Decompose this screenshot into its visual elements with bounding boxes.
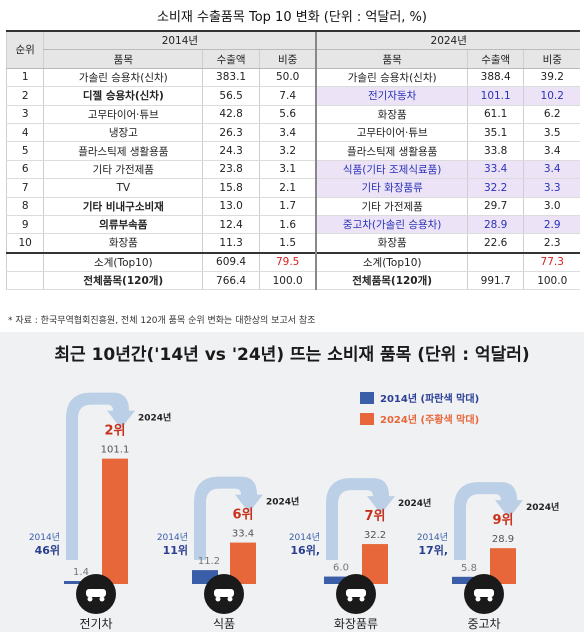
category-label: 전기차 <box>79 617 112 631</box>
year-label-2024: 2024년 <box>266 496 299 508</box>
legend-label-2014: 2014년 (파란색 막대) <box>380 394 480 405</box>
value-label-2014: 1.4 <box>73 567 89 578</box>
subtotal-row: 소계(Top10) 609.4 79.5 소계(Top10) 77.3 <box>5 251 580 273</box>
bar-chart: 1.4101.12위2024년2014년46위전기차11.233.46위2024… <box>29 392 559 631</box>
year-label-2024: 2024년 <box>398 497 431 509</box>
year-label-2024: 2024년 <box>526 501 559 513</box>
bar-2014 <box>452 576 478 584</box>
chart-panel: 최근 10년간('14년 vs '24년) 뜨는 소비재 품목 (단위 : 억달… <box>0 332 584 632</box>
icon-glyph <box>347 596 353 602</box>
table-row: 9 의류부속품 12.4 1.6 중고차(가솔린 승용차) 28.9 2.9 <box>5 215 580 235</box>
icon-glyph <box>214 589 234 597</box>
rank-label-2024: 7위 <box>364 509 385 524</box>
amount-header-2024: 수출액 <box>466 49 524 69</box>
year-label-2014: 2014년 <box>29 532 60 543</box>
bar-2014 <box>64 581 90 584</box>
table-row: 7 TV 15.8 2.1 기타 화장품류 32.2 3.3 <box>5 178 580 198</box>
icon-glyph <box>227 596 233 602</box>
bar-2024 <box>102 458 128 584</box>
year-label-2014: 2014년 <box>417 532 448 543</box>
total-row: 전체품목(120개) 766.4 100.0 전체품목(120개) 991.7 100.0 <box>5 271 580 291</box>
table-row: 1 가솔린 승용차(신차) 383.1 50.0 가솔린 승용차(신차) 388.4 39.… <box>5 68 580 88</box>
rank-label-2014: 17위, <box>418 544 448 557</box>
year-2014-header: 2014년 <box>43 30 317 51</box>
rank-label-2014: 46위 <box>35 544 60 557</box>
value-label-2014: 11.2 <box>198 556 220 567</box>
share-header-2024: 비중 <box>523 49 580 69</box>
value-label-2014: 5.8 <box>461 563 477 574</box>
legend-item-2014: 2014년 (파란색 막대) <box>360 390 479 405</box>
table-row: 10 화장품 11.3 1.5 화장품 22.6 2.3 <box>5 233 580 254</box>
table-title: 소비재 수출품목 Top 10 변화 (단위 : 억달러, %) <box>157 10 427 25</box>
value-label-2024: 33.4 <box>232 529 254 540</box>
icon-glyph <box>87 596 93 602</box>
legend-item-2024: 2024년 (주황색 막대) <box>360 411 479 426</box>
year-label-2014: 2014년 <box>289 532 320 543</box>
rank-header: 순위 <box>5 29 44 69</box>
category-label: 화장품류 <box>334 617 378 631</box>
value-label-2024: 28.9 <box>492 534 514 545</box>
table-row: 4 냉장고 26.3 3.4 고무타이어·튜브 35.1 3.5 <box>5 123 580 143</box>
table-row: 5 플라스틱제 생활용품 24.3 3.2 플라스틱제 생활용품 33.8 3.4 <box>5 141 580 161</box>
category-label: 중고차 <box>467 617 500 631</box>
growth-arrow <box>66 392 135 560</box>
legend-swatch-2014 <box>360 391 374 404</box>
year-label-2024: 2024년 <box>138 412 171 424</box>
table-row: 8 기타 비내구소비재 13.0 1.7 기타 가전제품 29.7 3.0 <box>5 197 580 216</box>
icon-glyph <box>487 596 493 602</box>
growth-arrow <box>194 476 263 560</box>
legend-label-2024: 2024년 (주황색 막대) <box>380 415 480 426</box>
growth-arrow <box>326 478 395 560</box>
rank-label-2014: 16위, <box>290 544 320 557</box>
table-row: 6 기타 가전제품 23.8 3.1 식품(기타 조제식료품) 33.4 3.4 <box>5 160 580 180</box>
share-header-2014: 비중 <box>258 49 317 69</box>
icon-glyph <box>474 589 494 597</box>
item-header-2024: 품목 <box>315 49 468 69</box>
legend-swatch-2024 <box>360 412 374 425</box>
icon-glyph <box>86 589 106 597</box>
value-label-2024: 101.1 <box>101 445 130 456</box>
rank-label-2024: 9위 <box>492 513 513 528</box>
table-row: 2 디젤 승용차(신차) 56.5 7.4 전기자동차 101.1 10.2 <box>5 86 580 106</box>
amount-header-2014: 수출액 <box>202 49 260 69</box>
icon-glyph <box>346 589 366 597</box>
category-label: 식품 <box>213 617 235 631</box>
growth-arrow <box>454 482 523 560</box>
icon-glyph <box>475 596 481 602</box>
item-header-2014: 품목 <box>43 49 203 69</box>
year-2024-header: 2024년 <box>315 30 580 51</box>
chart-legend: 2014년 (파란색 막대) 2024년 (주황색 막대) <box>360 390 479 432</box>
icon-glyph <box>359 596 365 602</box>
value-label-2014: 6.0 <box>333 563 349 574</box>
top10-table: 순위 2014년 2024년 품목 수출액 비중 품목 수출액 비중 1 가솔린 … <box>5 29 580 291</box>
value-label-2024: 32.2 <box>364 530 386 541</box>
year-label-2014: 2014년 <box>157 532 188 543</box>
chart-title: 최근 10년간('14년 vs '24년) 뜨는 소비재 품목 (단위 : 억달… <box>54 345 530 365</box>
source-note: * 자료 : 한국무역협회진흥원, 전체 120개 품목 순위 변화는 대한상의… <box>8 316 316 326</box>
rank-label-2024: 6위 <box>232 508 253 523</box>
rank-label-2024: 2위 <box>104 424 125 439</box>
rank-label-2014: 11위 <box>163 544 188 557</box>
icon-glyph <box>215 596 221 602</box>
table-row: 3 고무타이어·튜브 42.8 5.6 화장품 61.1 6.2 <box>5 105 580 124</box>
bar-2014 <box>324 576 350 584</box>
icon-glyph <box>99 596 105 602</box>
